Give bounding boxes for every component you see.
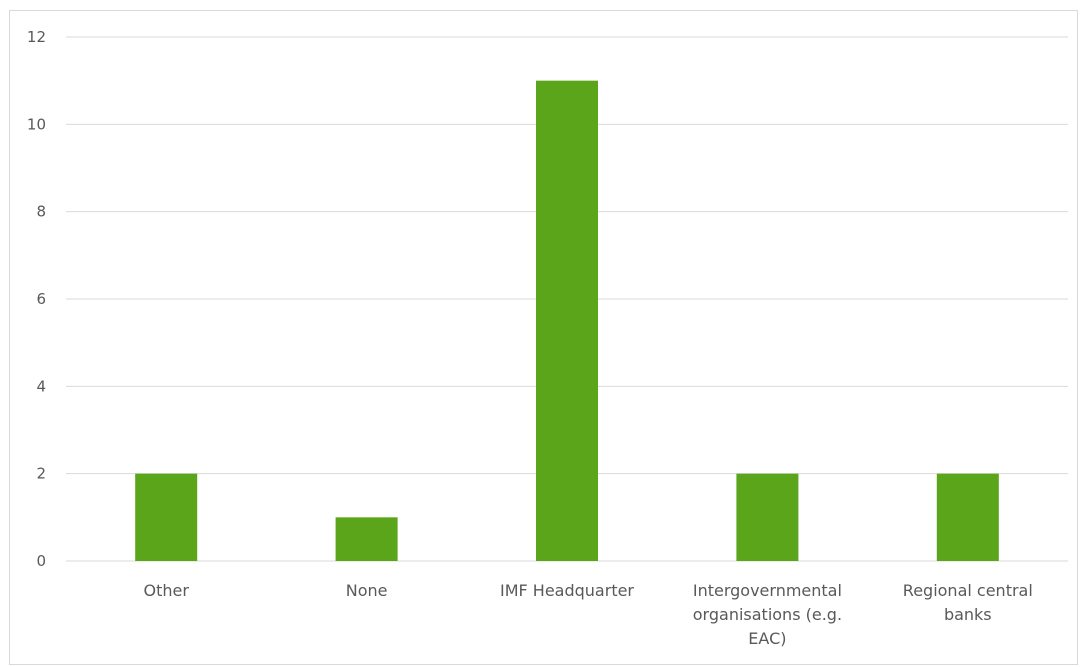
x-category-label: Intergovernmental organisations (e.g. EAC) xyxy=(693,581,842,648)
y-tick-label: 4 xyxy=(36,377,46,395)
bars xyxy=(135,81,999,561)
y-axis-ticks: 0 2 4 6 8 10 12 xyxy=(27,28,46,570)
y-tick-label: 10 xyxy=(27,115,46,133)
bar xyxy=(536,81,598,561)
bar xyxy=(135,474,197,561)
x-axis-labels: Other None IMF Headquarter Intergovernmenta… xyxy=(143,581,1032,648)
y-tick-label: 0 xyxy=(36,552,46,570)
bar xyxy=(937,474,999,561)
x-category-label: Regional central banks xyxy=(903,581,1033,624)
x-category-label: None xyxy=(346,581,388,600)
bar xyxy=(736,474,798,561)
y-tick-label: 12 xyxy=(27,28,46,46)
x-category-label: Other xyxy=(143,581,189,600)
bar xyxy=(336,517,398,561)
x-category-label: IMF Headquarter xyxy=(500,581,634,600)
y-tick-label: 6 xyxy=(36,290,46,308)
y-tick-label: 2 xyxy=(36,465,46,483)
y-tick-label: 8 xyxy=(36,203,46,221)
